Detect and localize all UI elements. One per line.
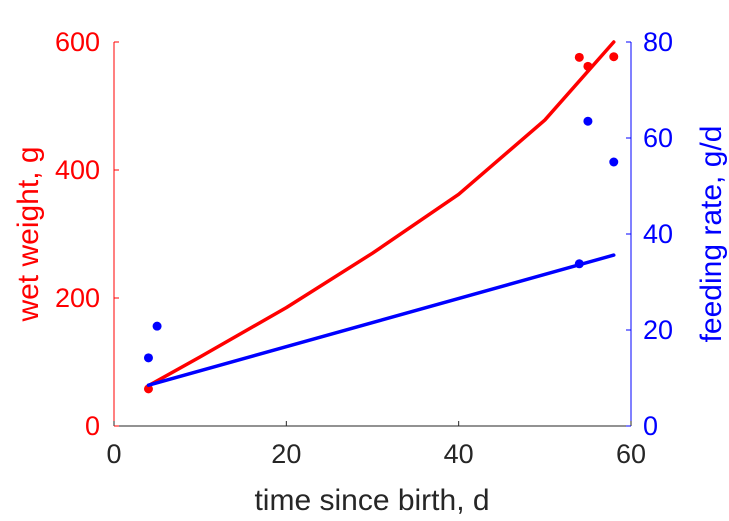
y-left-tick-label: 200: [55, 283, 100, 313]
weight-data-point: [609, 52, 619, 62]
feeding-data-point: [583, 116, 593, 126]
x-tick-label: 20: [271, 439, 301, 469]
y-left-tick-label: 0: [85, 411, 100, 441]
x-tick-label: 60: [616, 439, 646, 469]
y-right-tick-label: 0: [643, 411, 658, 441]
series-layer: [143, 40, 619, 394]
weight-data-point: [574, 52, 584, 62]
y-right-tick-label: 80: [643, 27, 673, 57]
feeding-model-line: [146, 253, 616, 387]
x-tick-label: 40: [444, 439, 474, 469]
y-right-tick-label: 40: [643, 219, 673, 249]
y-right-axis-label: feeding rate, g/d: [695, 126, 728, 343]
x-tick-label: 0: [106, 439, 121, 469]
y-left-axis-label: wet weight, g: [12, 146, 45, 322]
feeding-data-point: [609, 157, 619, 167]
feeding-data-point: [152, 321, 162, 331]
weight-data-point: [143, 384, 153, 394]
x-axis-label: time since birth, d: [254, 484, 489, 517]
y-right-tick-label: 20: [643, 315, 673, 345]
weight-model-line: [146, 40, 616, 388]
y-right-tick-label: 60: [643, 123, 673, 153]
feeding-data-point: [143, 353, 153, 363]
y-left-tick-label: 600: [55, 27, 100, 57]
y-left-tick-label: 400: [55, 155, 100, 185]
